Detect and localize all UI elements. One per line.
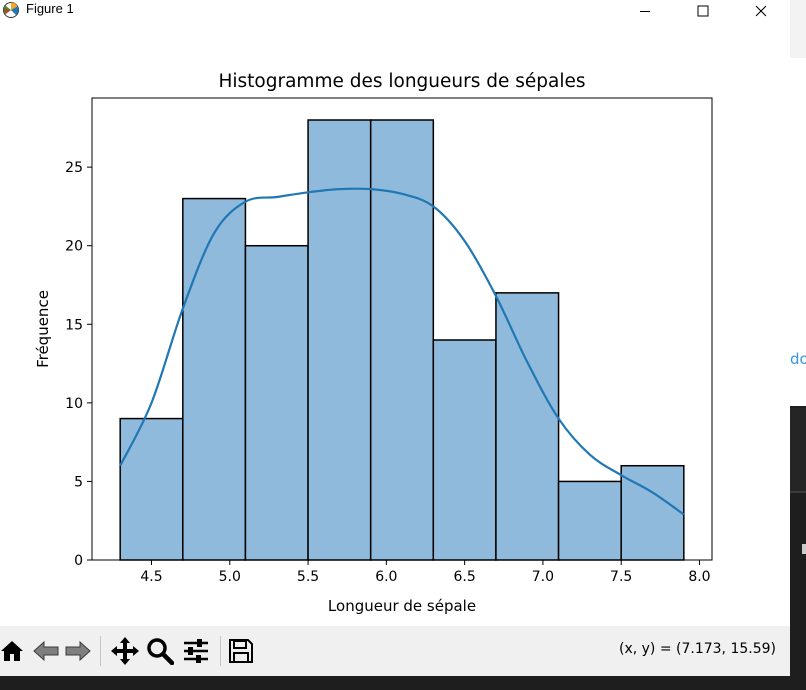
y-tick-label: 10 (65, 396, 83, 412)
y-axis-label: Fréquence (34, 290, 52, 368)
close-button[interactable] (738, 0, 784, 22)
save-button[interactable] (228, 634, 254, 668)
pan-icon (111, 637, 139, 665)
window-title: Figure 1 (26, 1, 74, 16)
configure-subplots-button[interactable] (182, 634, 210, 668)
x-tick-label: 6.5 (453, 569, 475, 585)
pan-button[interactable] (110, 634, 140, 668)
y-tick-label: 5 (74, 474, 83, 490)
matplotlib-logo-icon (2, 1, 20, 19)
forward-icon (65, 640, 91, 662)
home-button[interactable] (0, 634, 24, 668)
kde-line (119, 187, 685, 516)
x-tick-label: 7.0 (532, 569, 554, 585)
background-panel (790, 58, 806, 406)
x-tick-label: 8.0 (688, 569, 710, 585)
histogram-bar (244, 244, 309, 561)
background-text-fragment: do (790, 350, 806, 368)
chart-canvas: 4.5 5.0 5.5 6.0 6.5 7.0 7.5 8.0 0 5 10 15 20 25 Histog… (34, 71, 713, 615)
x-tick-label: 4.5 (140, 569, 162, 585)
cursor-coordinates: (x, y) = (7.173, 15.59) (618, 641, 776, 657)
y-tick-label: 20 (65, 239, 83, 255)
y-tick-label: 0 (74, 553, 83, 569)
back-icon (33, 640, 59, 662)
zoom-button[interactable] (146, 634, 174, 668)
histogram-bar (182, 197, 247, 561)
maximize-button[interactable] (680, 0, 726, 22)
x-axis-label: Longueur de sépale (328, 597, 476, 615)
background-mark (802, 544, 806, 554)
histogram-bar (557, 480, 622, 561)
zoom-icon (147, 638, 174, 665)
maximize-icon (697, 5, 709, 17)
minimize-button[interactable] (622, 0, 668, 22)
navigation-toolbar: (x, y) = (7.173, 15.59) (0, 626, 790, 676)
x-tick-label: 5.0 (219, 569, 241, 585)
chart-title: Histogramme des longueurs de sépales (218, 71, 585, 92)
back-button[interactable] (32, 634, 60, 668)
x-tick-label: 5.5 (297, 569, 319, 585)
background-panel (790, 0, 806, 58)
minimize-icon (640, 11, 650, 12)
y-tick-label: 25 (65, 160, 83, 176)
toolbar-separator (220, 636, 221, 666)
save-icon (229, 639, 253, 663)
histogram-bar (369, 119, 435, 561)
taskbar-edge (0, 676, 806, 690)
histogram-bar (432, 339, 497, 561)
forward-button[interactable] (64, 634, 92, 668)
axes-frame (91, 97, 713, 561)
histogram-bar (495, 292, 560, 561)
toolbar-separator (100, 636, 101, 666)
background-divider (790, 491, 806, 493)
close-icon (755, 5, 767, 17)
histogram-bar (119, 417, 184, 561)
histogram-bar (307, 119, 372, 561)
background-panel (790, 408, 806, 492)
home-icon (1, 641, 23, 661)
configure-subplots-icon (184, 639, 208, 663)
y-tick-label: 15 (65, 317, 83, 333)
x-tick-label: 7.5 (610, 569, 632, 585)
figure-window: Figure 1 4.5 5.0 5.5 6.0 6.5 7.0 7.5 8.0 0 5 10 15 2… (0, 0, 790, 676)
title-bar: Figure 1 (0, 0, 790, 22)
x-tick-label: 6.0 (375, 569, 397, 585)
